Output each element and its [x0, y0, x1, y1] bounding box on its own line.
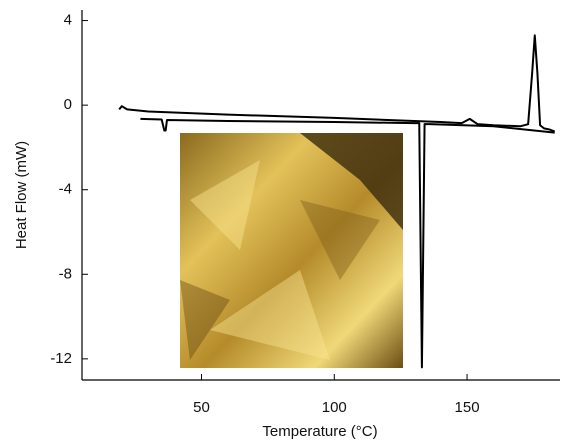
- x-tick-label: 150: [455, 399, 480, 416]
- y-tick-label: -4: [59, 181, 72, 198]
- inset-micrograph: [180, 133, 403, 368]
- x-tick-label: 50: [193, 399, 210, 416]
- y-tick-label: -8: [59, 265, 72, 282]
- data-line: [140, 117, 555, 369]
- x-axis-title: Temperature (°C): [262, 423, 377, 440]
- y-tick-label: -12: [50, 350, 72, 367]
- y-axis-title: Heat Flow (mW): [13, 141, 30, 249]
- y-tick-label: 0: [64, 96, 72, 113]
- data-line: [118, 34, 556, 133]
- x-tick-label: 100: [322, 399, 347, 416]
- y-tick-label: 4: [64, 12, 72, 29]
